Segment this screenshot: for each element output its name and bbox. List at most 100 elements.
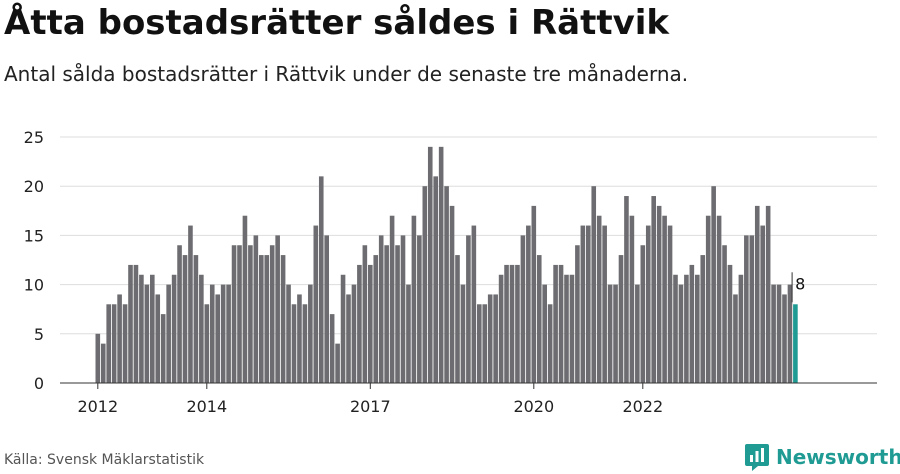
bar bbox=[629, 215, 635, 383]
bar bbox=[618, 255, 624, 383]
bar bbox=[248, 245, 253, 383]
bar bbox=[188, 225, 193, 383]
bar bbox=[204, 304, 210, 383]
bar bbox=[564, 274, 569, 383]
bar bbox=[455, 255, 460, 383]
bar bbox=[384, 245, 389, 383]
bar bbox=[171, 274, 177, 383]
bar bbox=[662, 215, 667, 383]
bar bbox=[509, 264, 515, 383]
bar bbox=[291, 304, 297, 383]
bar bbox=[569, 274, 575, 383]
bar bbox=[269, 245, 275, 383]
bar bbox=[645, 225, 651, 383]
bar bbox=[335, 343, 340, 383]
bar bbox=[656, 205, 662, 383]
bar bbox=[722, 245, 727, 383]
bar bbox=[422, 186, 428, 383]
page-subtitle: Antal sålda bostadsrätter i Rättvik unde… bbox=[4, 62, 689, 86]
bar bbox=[389, 215, 395, 383]
bar bbox=[776, 284, 782, 383]
bar bbox=[340, 274, 346, 383]
bar bbox=[586, 225, 591, 383]
bar bbox=[689, 264, 695, 383]
bar bbox=[477, 304, 482, 383]
bar bbox=[280, 255, 286, 383]
bar bbox=[122, 304, 128, 383]
y-tick-label: 20 bbox=[24, 177, 44, 196]
y-axis-ticks: 0 5 10 15 20 25 bbox=[24, 128, 44, 393]
bar bbox=[542, 284, 547, 383]
bar bbox=[100, 343, 106, 383]
bar bbox=[705, 215, 711, 383]
bar bbox=[302, 304, 308, 383]
bar bbox=[237, 245, 242, 383]
bar bbox=[275, 235, 280, 383]
bar bbox=[362, 245, 368, 383]
bar bbox=[580, 225, 586, 383]
bar bbox=[596, 215, 602, 383]
bar bbox=[373, 255, 379, 383]
bar bbox=[782, 294, 787, 383]
bar bbox=[139, 274, 144, 383]
bar bbox=[651, 196, 656, 383]
page-title: Åtta bostadsrätter såldes i Rättvik bbox=[4, 3, 670, 43]
source-note: Källa: Svensk Mäklarstatistik bbox=[4, 452, 205, 468]
x-tick-label: 2020 bbox=[513, 397, 554, 416]
bar bbox=[727, 264, 733, 383]
bar bbox=[738, 274, 744, 383]
bar bbox=[150, 274, 155, 383]
y-tick-label: 25 bbox=[24, 128, 44, 147]
bar bbox=[368, 264, 373, 383]
bar bbox=[591, 186, 597, 383]
bar bbox=[640, 245, 646, 383]
bar bbox=[406, 284, 411, 383]
bar bbox=[427, 146, 433, 383]
bar bbox=[95, 333, 101, 383]
bar bbox=[220, 284, 226, 383]
bar bbox=[765, 205, 771, 383]
brand-logo: Newsworthy bbox=[744, 442, 900, 472]
bar bbox=[438, 146, 444, 383]
bar bbox=[482, 304, 488, 383]
highlight-annotation: 8 bbox=[791, 272, 805, 303]
bar-series bbox=[95, 146, 798, 383]
bar bbox=[111, 304, 117, 383]
bar bbox=[155, 294, 161, 383]
bar bbox=[199, 274, 204, 383]
bar bbox=[351, 284, 357, 383]
y-tick-label: 15 bbox=[24, 226, 44, 245]
bar bbox=[346, 294, 351, 383]
x-tick-label: 2022 bbox=[622, 397, 663, 416]
bar bbox=[613, 284, 618, 383]
bar bbox=[357, 264, 362, 383]
bar bbox=[209, 284, 215, 383]
bar bbox=[624, 196, 629, 383]
y-tick-label: 5 bbox=[34, 325, 44, 344]
brand-name: Newsworthy bbox=[776, 445, 900, 469]
bar bbox=[128, 264, 133, 383]
bar bbox=[215, 294, 220, 383]
bar bbox=[160, 314, 166, 383]
bar bbox=[466, 235, 471, 383]
bar bbox=[297, 294, 302, 383]
bar bbox=[264, 255, 270, 383]
highlight-value-label: 8 bbox=[795, 274, 805, 293]
bar bbox=[417, 235, 422, 383]
bar bbox=[226, 284, 231, 383]
bar bbox=[329, 314, 335, 383]
bar bbox=[242, 215, 248, 383]
bar bbox=[787, 284, 793, 383]
bar bbox=[673, 274, 678, 383]
bar bbox=[449, 205, 455, 383]
bar bbox=[493, 294, 498, 383]
bar bbox=[771, 284, 776, 383]
x-axis-ticks: 2012 2014 2017 2020 2022 bbox=[77, 383, 663, 416]
bar bbox=[177, 245, 182, 383]
bar bbox=[520, 235, 526, 383]
bar bbox=[144, 284, 150, 383]
y-tick-label: 10 bbox=[24, 276, 44, 295]
newsworthy-logo-icon bbox=[745, 444, 769, 471]
bar bbox=[193, 255, 199, 383]
